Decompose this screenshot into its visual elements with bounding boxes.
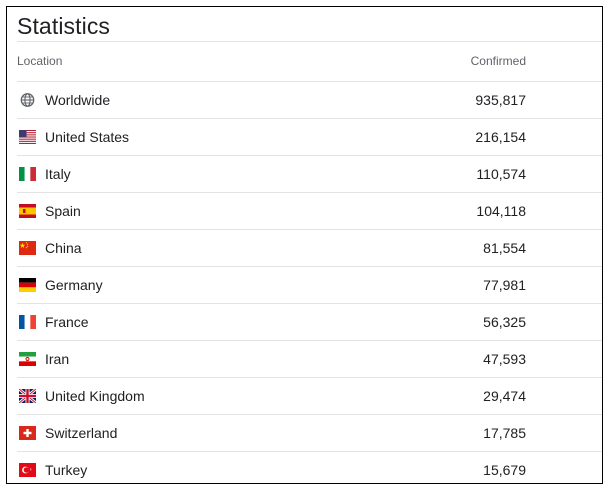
flag-es-icon [19, 204, 36, 218]
table-row[interactable]: Worldwide 935,817 [17, 82, 602, 119]
title-divider [17, 41, 602, 42]
row-divider [17, 303, 602, 304]
table-row[interactable]: Spain 104,118 [17, 193, 602, 230]
row-location: France [45, 314, 89, 330]
row-confirmed: 77,981 [483, 277, 526, 293]
page-title: Statistics [17, 13, 111, 39]
row-location: Turkey [45, 462, 88, 478]
row-location: Worldwide [45, 92, 111, 108]
table-row[interactable]: Italy 110,574 [17, 156, 602, 193]
flag-tr-icon [19, 463, 36, 477]
table-row[interactable]: Germany 77,981 [17, 267, 602, 304]
row-location: Germany [45, 277, 103, 293]
globe-icon [19, 93, 36, 107]
table-row[interactable]: Switzerland 17,785 [17, 415, 602, 452]
row-divider [17, 377, 602, 378]
row-divider [17, 266, 602, 267]
row-confirmed: 29,474 [483, 388, 526, 404]
flag-gb-icon [19, 389, 36, 403]
row-location: Switzerland [45, 425, 118, 441]
table-header: Location Confirmed [17, 41, 602, 81]
row-location: China [45, 240, 82, 256]
row-location: Spain [45, 203, 81, 219]
row-divider [17, 229, 602, 230]
row-confirmed: 935,817 [475, 92, 526, 108]
table-row[interactable]: Iran 47,593 [17, 341, 602, 378]
row-divider [17, 155, 602, 156]
row-divider [17, 414, 602, 415]
flag-de-icon [19, 278, 36, 292]
flag-ir-icon [19, 352, 36, 366]
flag-fr-icon [19, 315, 36, 329]
row-location: United Kingdom [45, 388, 145, 404]
row-confirmed: 110,574 [476, 166, 526, 182]
row-location: Iran [45, 351, 70, 367]
column-header-confirmed: Confirmed [470, 54, 526, 68]
flag-it-icon [19, 167, 36, 181]
row-confirmed: 104,118 [476, 203, 526, 219]
column-header-location: Location [17, 54, 63, 68]
row-divider [17, 118, 602, 119]
table-row[interactable]: United States 216,154 [17, 119, 602, 156]
header-divider [17, 81, 602, 82]
row-divider [17, 451, 602, 452]
row-location: Italy [45, 166, 71, 182]
flag-us-icon [19, 130, 36, 144]
row-confirmed: 81,554 [483, 240, 526, 256]
flag-cn-icon [19, 241, 36, 255]
row-divider [17, 192, 602, 193]
table-row[interactable]: France 56,325 [17, 304, 602, 341]
row-confirmed: 216,154 [475, 129, 526, 145]
row-confirmed: 15,679 [483, 462, 526, 478]
row-location: United States [45, 129, 130, 145]
row-confirmed: 56,325 [483, 314, 526, 330]
statistics-panel: Statistics Location Confirmed Worldwide … [6, 6, 603, 484]
row-confirmed: 47,593 [483, 351, 526, 367]
row-confirmed: 17,785 [483, 425, 526, 441]
table-row[interactable]: Turkey 15,679 [17, 452, 602, 483]
flag-ch-icon [19, 426, 36, 440]
row-divider [17, 340, 602, 341]
table-row[interactable]: United Kingdom 29,474 [17, 378, 602, 415]
table-row[interactable]: China 81,554 [17, 230, 602, 267]
